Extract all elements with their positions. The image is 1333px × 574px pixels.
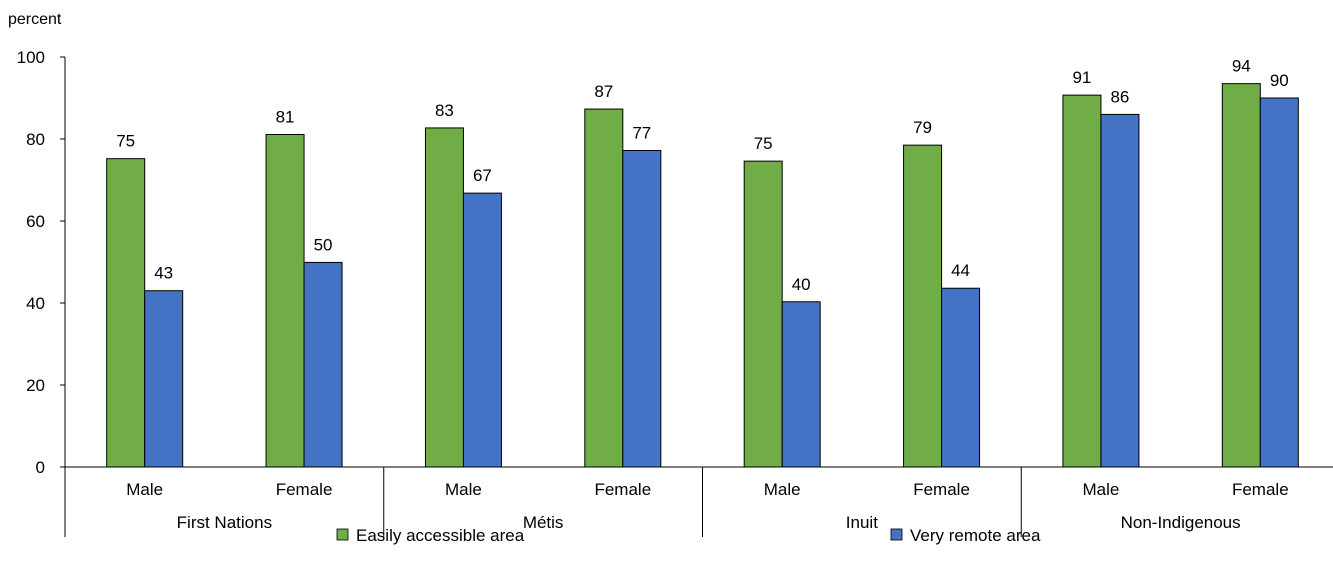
bar-easily-accessible <box>903 144 943 468</box>
data-label: 75 <box>116 132 135 151</box>
data-label: 91 <box>1072 68 1091 87</box>
bar-easily-accessible <box>424 127 464 468</box>
legend-swatch-very-remote <box>890 528 903 541</box>
data-label: 44 <box>951 261 970 280</box>
y-tick-label: 60 <box>26 212 45 231</box>
x-category-label: Female <box>1232 480 1289 499</box>
x-group-label: Inuit <box>846 513 878 532</box>
bar-very-remote <box>1259 97 1299 468</box>
y-tick-label: 20 <box>26 376 45 395</box>
data-label: 87 <box>594 82 613 101</box>
data-label: 77 <box>632 123 651 142</box>
data-label: 67 <box>473 166 492 185</box>
y-tick-label: 40 <box>26 294 45 313</box>
data-label: 75 <box>754 134 773 153</box>
data-label: 81 <box>276 107 295 126</box>
bar-easily-accessible <box>584 108 624 468</box>
bar-very-remote <box>462 192 502 468</box>
bars <box>106 83 1299 468</box>
x-axis-categories: Male Female Male Female Male Female Male Female <box>126 480 1288 499</box>
legend-label-very-remote: Very remote area <box>910 526 1041 545</box>
x-category-label: Male <box>1083 480 1120 499</box>
x-category-label: Male <box>126 480 163 499</box>
x-axis-groups: First Nations Métis Inuit Non-Indigenous <box>64 467 1241 537</box>
bar-easily-accessible <box>1221 83 1261 468</box>
data-label: 50 <box>314 235 333 254</box>
legend-swatch-easily-accessible <box>336 528 349 541</box>
legend: Easily accessible area Very remote area <box>336 526 1041 545</box>
axes <box>64 57 1333 468</box>
data-labels: 75 43 81 50 83 67 87 77 75 40 79 44 91 86 94 90 <box>116 57 1289 294</box>
x-group-label: First Nations <box>177 513 272 532</box>
x-category-label: Female <box>594 480 651 499</box>
x-category-label: Male <box>764 480 801 499</box>
bar-easily-accessible <box>1062 94 1102 468</box>
x-category-label: Female <box>276 480 333 499</box>
x-category-label: Female <box>913 480 970 499</box>
bar-very-remote <box>303 261 343 468</box>
data-label: 79 <box>913 118 932 137</box>
bar-very-remote <box>941 287 981 468</box>
bar-easily-accessible <box>265 133 305 468</box>
data-label: 43 <box>154 264 173 283</box>
data-label: 86 <box>1110 87 1129 106</box>
data-label: 83 <box>435 101 454 120</box>
bar-very-remote <box>781 301 821 468</box>
bar-very-remote <box>1100 113 1140 468</box>
data-label: 40 <box>792 275 811 294</box>
y-tick-label: 80 <box>26 130 45 149</box>
y-axis-label: percent <box>8 11 62 28</box>
bar-easily-accessible <box>743 160 783 468</box>
data-label: 90 <box>1270 71 1289 90</box>
bar-easily-accessible <box>106 158 146 468</box>
x-category-label: Male <box>445 480 482 499</box>
x-group-label: Non-Indigenous <box>1121 513 1241 532</box>
data-label: 94 <box>1232 57 1251 76</box>
x-group-label: Métis <box>523 513 564 532</box>
bar-very-remote <box>622 149 662 468</box>
y-axis-ticks: 0 20 40 60 80 100 <box>17 48 65 477</box>
y-tick-label: 0 <box>36 458 45 477</box>
y-tick-label: 100 <box>17 48 45 67</box>
bar-very-remote <box>144 290 184 468</box>
legend-label-easily-accessible: Easily accessible area <box>356 526 525 545</box>
